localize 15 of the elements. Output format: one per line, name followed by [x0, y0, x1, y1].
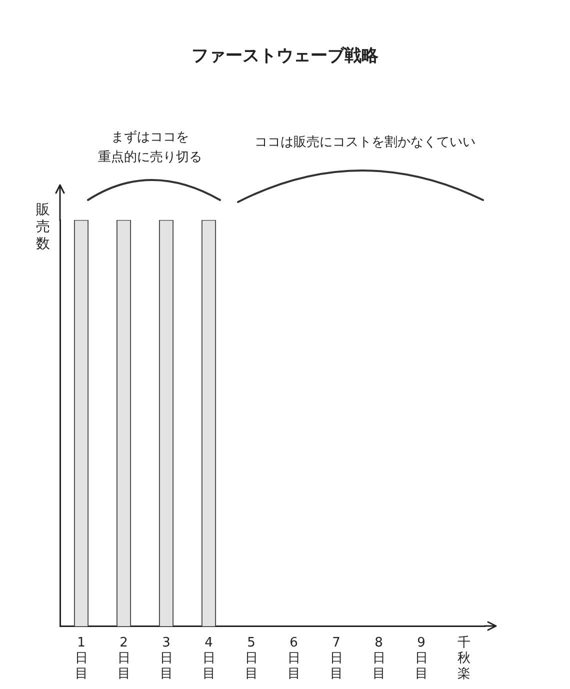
text: まずはココを — [110, 129, 190, 147]
x-tick-label: 3日目 — [160, 635, 173, 682]
text: ココは販売にコストを割かなくていい — [254, 134, 476, 152]
x-tick-label: 7日目 — [330, 635, 343, 682]
x-tick-label: 6日目 — [287, 635, 300, 682]
x-tick-label: 4日目 — [202, 635, 216, 682]
x-tick-label: 9日目 — [414, 635, 428, 682]
x-tick-label: 1日目 — [74, 635, 88, 682]
x-tick-label: 5日目 — [244, 635, 258, 682]
x-tick-label: 8日目 — [372, 635, 386, 682]
x-tick-label: 2日目 — [117, 635, 130, 682]
x-tick-label: 千秋楽 — [457, 635, 470, 682]
y-axis-title: 販売数 — [36, 202, 50, 253]
chart-title: ファーストウェーブ戦略 — [190, 45, 380, 67]
text: 重点的に売り切る — [97, 149, 203, 167]
